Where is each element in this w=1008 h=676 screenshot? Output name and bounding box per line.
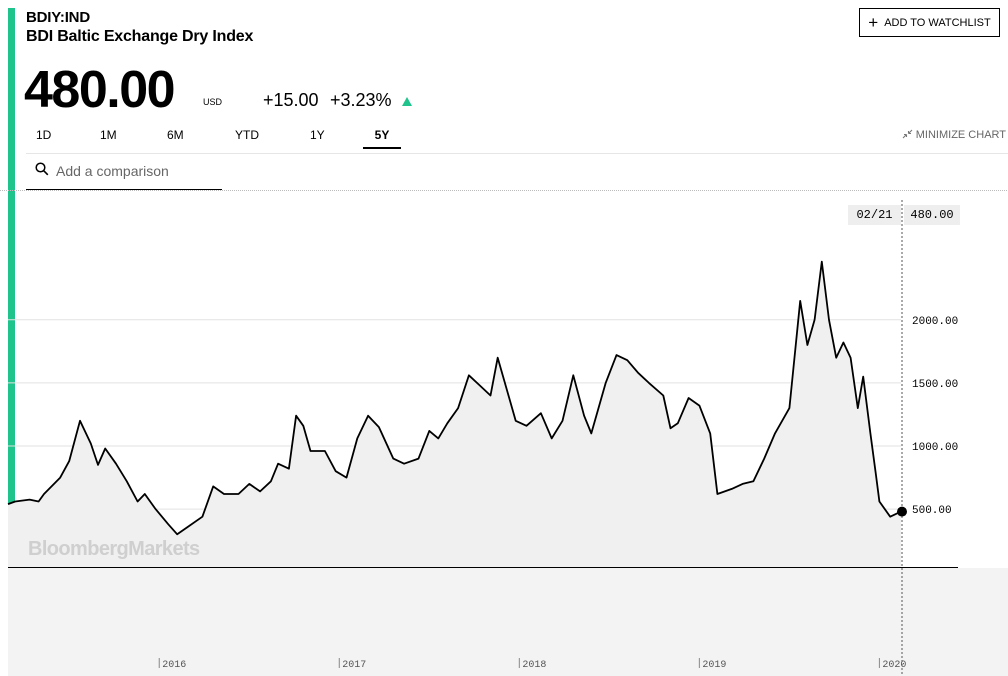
add-to-watchlist-label: ADD TO WATCHLIST: [884, 16, 991, 29]
tab-1m[interactable]: 1M: [100, 128, 117, 142]
y-tick-label: 2000.00: [912, 316, 958, 328]
x-tick-label: 2020: [882, 660, 906, 671]
tab-1y[interactable]: 1Y: [310, 128, 325, 142]
x-tick-label: 2016: [162, 660, 186, 671]
divider: [26, 153, 1008, 154]
search-underline: [26, 189, 222, 190]
last-price: 480.00: [24, 61, 176, 119]
security-name: BDI Baltic Exchange Dry Index: [26, 28, 254, 45]
price-change-percent: +3.23%: [330, 90, 392, 110]
tooltip-value: 480.00: [904, 205, 960, 225]
x-tick-label: 2019: [702, 660, 726, 671]
tab-5y[interactable]: 5Y: [363, 128, 401, 149]
series-line: [7, 260, 902, 536]
y-axis: 2000.00 1500.00 1000.00 500.00: [912, 316, 958, 517]
price-change: +15.00: [263, 90, 319, 110]
comparison-search-input[interactable]: [56, 160, 220, 182]
y-tick-label: 500.00: [912, 505, 952, 517]
search-icon: [35, 162, 49, 176]
accent-bar: [8, 8, 15, 566]
tab-1d[interactable]: 1D: [36, 128, 52, 142]
y-tick-label: 1500.00: [912, 379, 958, 391]
bloomberg-watermark: BloombergMarkets: [28, 538, 200, 560]
minimize-chart-button[interactable]: MINIMIZE CHART: [902, 129, 1006, 141]
minimize-icon: [902, 129, 913, 139]
y-tick-label: 1000.00: [912, 442, 958, 454]
last-point-marker: [897, 506, 907, 517]
add-to-watchlist-button[interactable]: + ADD TO WATCHLIST: [859, 8, 1000, 37]
up-arrow-icon: [402, 97, 412, 106]
currency-label: USD: [203, 97, 223, 107]
tab-ytd[interactable]: YTD: [235, 128, 259, 142]
x-tick-label: 2017: [342, 660, 366, 671]
ticker-symbol: BDIY:IND: [26, 9, 90, 26]
tooltip-date: 02/21: [848, 205, 901, 225]
tab-6m[interactable]: 6M: [167, 128, 184, 142]
timeline-panel: [8, 568, 1008, 676]
x-tick-label: 2018: [522, 660, 546, 671]
x-axis: 2016 2017 2018 2019 2020: [158, 658, 906, 671]
plus-icon: +: [868, 13, 879, 32]
minimize-chart-label: MINIMIZE CHART: [915, 129, 1006, 141]
